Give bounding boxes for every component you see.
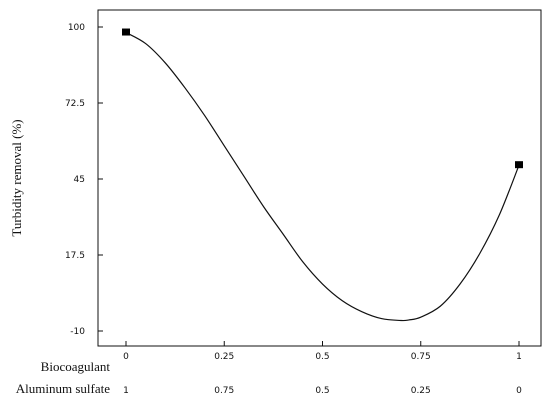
x-row-label-aluminum-sulfate: Aluminum sulfate	[16, 381, 110, 396]
x-axis-ticks: 0 1 0.25 0.75 0.5 0.5 0.75 0.25 1 0	[123, 341, 522, 396]
y-tick-label: 17.5	[65, 251, 85, 261]
x-tick-label-biocoagulant: 0.75	[411, 352, 431, 362]
y-tick-label: 45	[74, 175, 85, 185]
x-tick-label-biocoagulant: 0	[123, 352, 129, 362]
series-group	[122, 28, 523, 322]
x-tick-label-aluminum-sulfate: 1	[123, 386, 129, 396]
y-tick-label: 100	[68, 23, 85, 33]
data-point-marker	[515, 161, 523, 169]
y-tick-label: -10	[70, 327, 85, 337]
x-row-label-biocoagulant: Biocoagulant	[41, 359, 111, 374]
x-tick-label-aluminum-sulfate: 0.75	[214, 386, 234, 396]
x-tick-label-aluminum-sulfate: 0.5	[315, 386, 329, 396]
y-axis-ticks: 100 72.5 45 17.5 -10	[65, 23, 103, 337]
y-axis-title: Turbidity removal (%)	[9, 119, 24, 236]
series-line	[125, 32, 520, 322]
y-tick-label: 72.5	[65, 99, 85, 109]
plot-frame	[97, 9, 542, 347]
x-tick-label-biocoagulant: 1	[516, 352, 522, 362]
x-tick-label-biocoagulant: 0.25	[214, 352, 234, 362]
x-tick-label-aluminum-sulfate: 0	[516, 386, 522, 396]
x-tick-label-biocoagulant: 0.5	[315, 352, 329, 362]
data-point-marker	[122, 28, 130, 36]
x-tick-label-aluminum-sulfate: 0.25	[411, 386, 431, 396]
